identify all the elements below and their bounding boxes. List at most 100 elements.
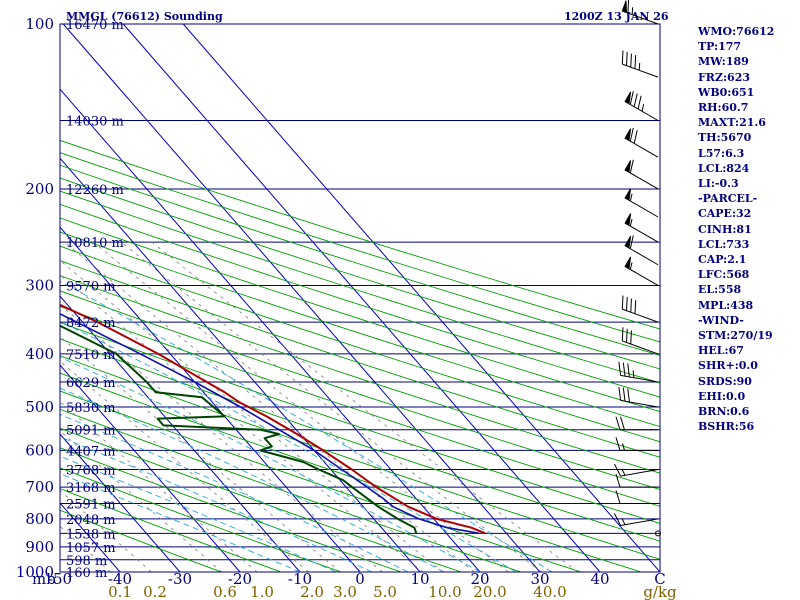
pressure-tick-label: 800 — [25, 510, 54, 528]
dry-adiabat-line — [60, 390, 582, 572]
wind-barb-half-feather — [629, 218, 633, 227]
stat-line: FRZ:623 — [698, 70, 751, 84]
mixing-ratio-label: 0.2 — [143, 583, 167, 600]
wind-barb-feather — [633, 130, 638, 144]
wind-barb-half-feather — [629, 262, 633, 270]
dry-adiabat-line — [60, 164, 660, 356]
wind-barb-feather — [629, 127, 634, 142]
temperature-tick-label: 20 — [470, 570, 489, 588]
wind-barb — [618, 361, 659, 383]
wind-barb — [615, 416, 658, 431]
sounding-time: 1200Z 13 JAN 26 — [564, 10, 669, 23]
isotherm-line — [60, 157, 421, 572]
wind-barb-feather — [629, 235, 634, 249]
dry-adiabat-line — [60, 427, 462, 572]
stat-line: LCL:733 — [698, 237, 750, 251]
moist-adiabat-line — [60, 387, 445, 572]
height-label: 16470 m — [66, 18, 124, 33]
dry-adiabat-line — [60, 290, 660, 491]
stat-line: SRDS:90 — [698, 374, 752, 388]
wind-barb-feather — [630, 330, 632, 345]
pressure-tick-label: 300 — [25, 276, 54, 294]
stat-line: TP:177 — [698, 40, 742, 54]
wind-barb-feather — [621, 50, 624, 65]
isotherm-line — [60, 88, 481, 572]
wind-barb-feather — [622, 362, 626, 377]
parcel-line — [60, 312, 480, 535]
height-label: 12260 m — [66, 183, 124, 198]
moist-adiabat-line — [60, 436, 373, 572]
stat-line: TH:5670 — [698, 131, 752, 145]
dry-adiabat-line — [60, 467, 342, 572]
dry-adiabat-line — [60, 305, 660, 507]
mixing-ratio-label: 0.1 — [108, 583, 132, 600]
pressure-tick-label: 600 — [25, 441, 54, 459]
temperature-tick-label: 40 — [590, 570, 609, 588]
mixing-ratio-label: 5.0 — [373, 583, 397, 600]
temperature-tick-label: -40 — [108, 570, 132, 588]
wind-barb-shaft — [620, 518, 659, 526]
stat-line: BRN:0.6 — [698, 405, 750, 419]
stat-line: EL:558 — [698, 283, 742, 297]
plot-frame — [59, 23, 661, 573]
wind-barb-shaft — [624, 266, 659, 286]
wind-barb — [621, 0, 659, 25]
pressure-tick-label: 1000 — [16, 563, 54, 581]
stat-line: LCL:824 — [698, 161, 750, 175]
temperature-tick-label: 10 — [410, 570, 429, 588]
profile-lines — [60, 303, 486, 535]
stat-line: RH:60.7 — [698, 101, 749, 115]
mixing-ratio-label: 20.0 — [473, 583, 506, 600]
stat-line: CINH:81 — [698, 222, 752, 236]
temperature-tick-label: -50 — [48, 570, 72, 588]
stat-line: LFC:568 — [698, 268, 750, 282]
wind-barb-flag — [624, 160, 632, 174]
wind-barb-shaft — [620, 468, 659, 477]
wind-barb-feather — [626, 297, 628, 311]
stat-line: CAPE:32 — [698, 207, 752, 221]
wind-barb-feather — [618, 361, 622, 376]
stats-panel: WMO:76612 TP:177 MW:189 FRZ:623 WB0:651 RH:60… — [698, 24, 798, 434]
dry-adiabat-line — [60, 245, 660, 443]
isotherm-line — [60, 433, 181, 572]
height-label: 6629 m — [66, 376, 116, 391]
wind-barb-flag — [621, 0, 628, 14]
wind-barb-feather — [613, 513, 622, 526]
wind-barb-flag — [624, 256, 632, 270]
wind-barb — [624, 188, 659, 218]
dry-adiabat-line — [60, 355, 660, 560]
isotherm-line — [62, 24, 541, 572]
wind-barb-shaft — [624, 222, 659, 243]
background-grid — [60, 24, 660, 572]
temperature-tick-label: 0 — [355, 570, 365, 588]
wind-barb-shaft — [622, 63, 659, 78]
wind-barb-feather — [634, 300, 637, 314]
stat-line: STM:270/19 — [698, 329, 773, 343]
wind-barb — [621, 327, 659, 355]
wind-barb — [618, 386, 659, 408]
dry-adiabat-line — [60, 488, 282, 572]
wind-barb — [613, 513, 659, 526]
mixing-ratio-label: 10.0 — [428, 583, 461, 600]
pressure-tick-label: 900 — [25, 538, 54, 556]
height-label: 8472 m — [66, 316, 116, 331]
wind-barb-feather — [637, 95, 642, 110]
height-label: 2048 m — [66, 513, 116, 528]
mixing-ratio-line — [60, 259, 444, 572]
wind-barb-feather — [622, 387, 626, 402]
height-label: 1538 m — [66, 527, 116, 542]
wind-barb-shaft — [620, 374, 659, 383]
mixing-ratio-line — [93, 241, 509, 572]
wind-barb-feather — [620, 416, 625, 430]
stat-line: MW:189 — [698, 55, 749, 69]
stat-line: HEL:67 — [698, 344, 744, 358]
temperature-tick-label: C — [654, 570, 665, 588]
moist-adiabat-line — [60, 455, 337, 572]
moist-adiabat-line — [60, 356, 481, 572]
height-label: 3168 m — [66, 481, 116, 496]
moist-adiabat-line — [60, 320, 517, 572]
height-label: 4407 m — [66, 444, 116, 459]
dry-adiabat-line — [60, 152, 660, 343]
wind-barb-feather — [615, 473, 621, 488]
